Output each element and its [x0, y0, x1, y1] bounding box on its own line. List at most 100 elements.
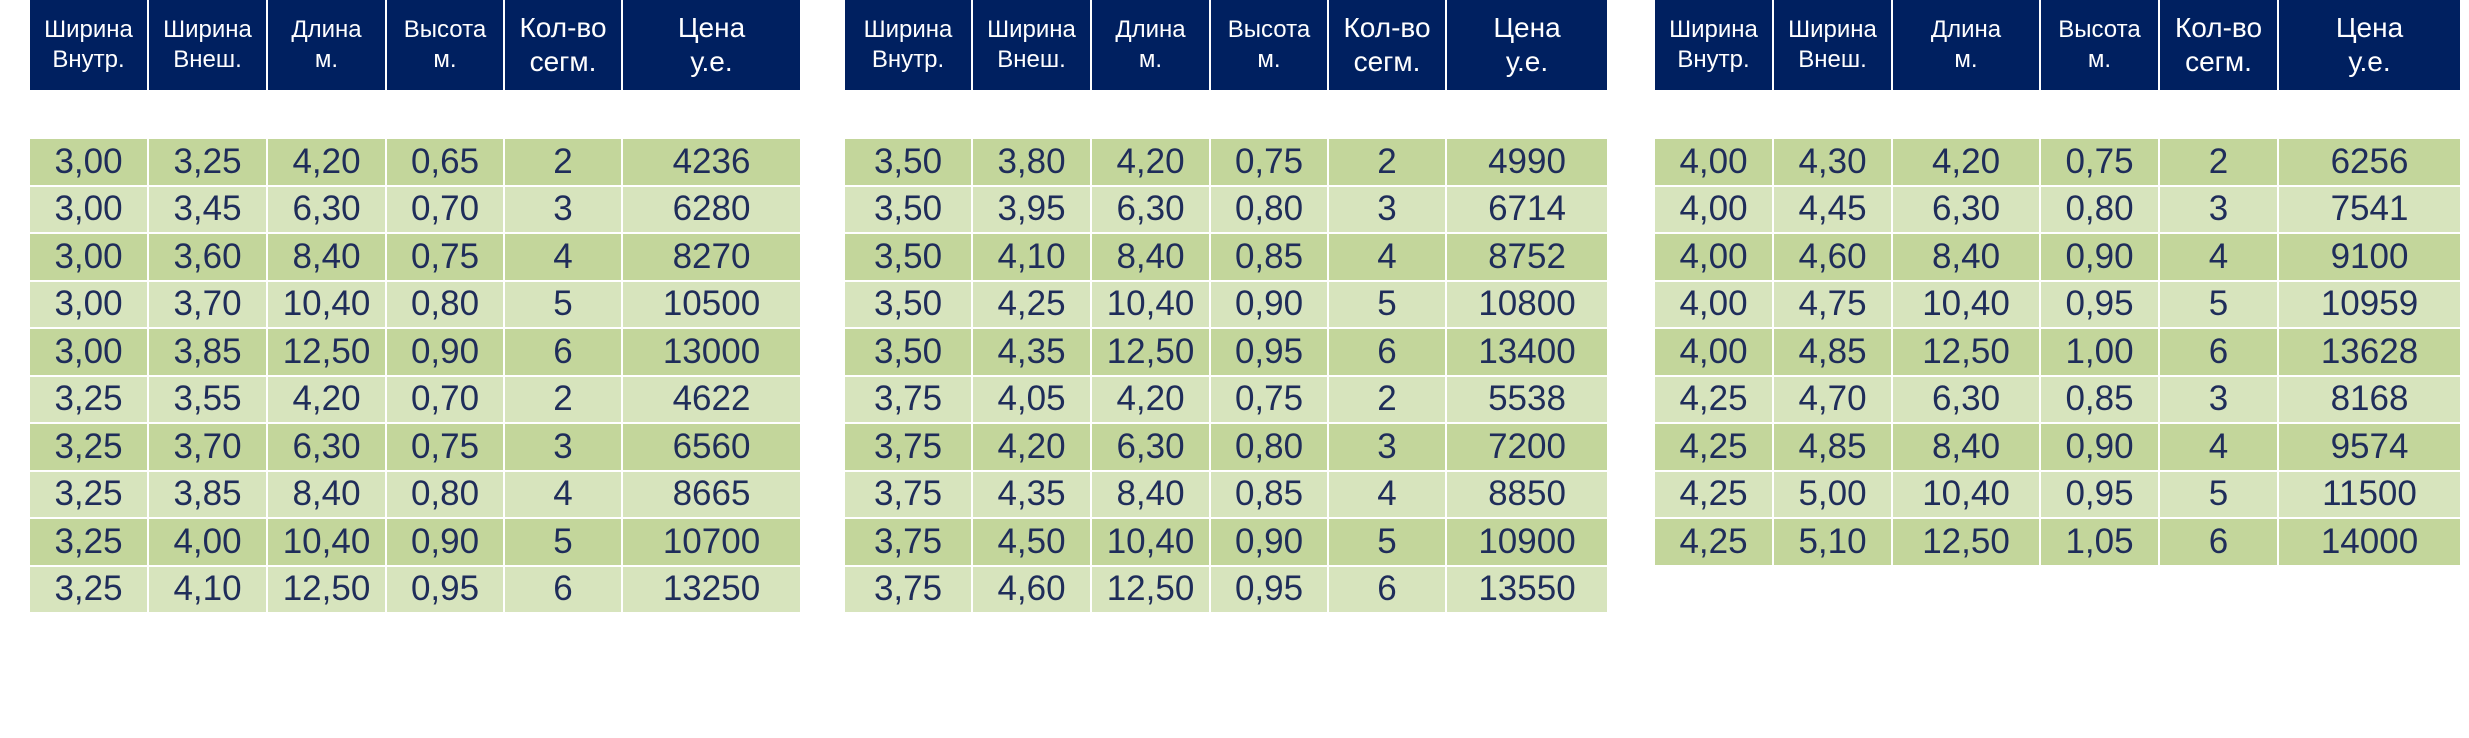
cell-outer-width: 4,60	[973, 566, 1092, 614]
table-row: 4,25 5,10 12,50 1,05 6 14000	[1655, 519, 2460, 567]
table-row: 3,25 4,10 12,50 0,95 6 13250	[30, 566, 800, 614]
cell-price: 8168	[2279, 376, 2460, 424]
cell-inner-width: 3,75	[845, 376, 973, 424]
cell-segments: 6	[2160, 329, 2279, 377]
cell-length: 4,20	[268, 139, 387, 187]
cell-inner-width: 3,50	[845, 139, 973, 187]
cell-inner-width: 3,75	[845, 519, 973, 567]
header-inner-width: Ширина Внутр.	[30, 0, 149, 90]
cell-height: 1,00	[2041, 329, 2160, 377]
cell-segments: 3	[505, 186, 623, 234]
cell-outer-width: 3,95	[973, 186, 1092, 234]
table-row: 3,00 3,85 12,50 0,90 6 13000	[30, 329, 800, 377]
cell-price: 13000	[623, 329, 800, 377]
cell-segments: 4	[1329, 234, 1447, 282]
cell-inner-width: 4,25	[1655, 376, 1774, 424]
table-row: 3,25 4,00 10,40 0,90 5 10700	[30, 519, 800, 567]
cell-length: 6,30	[1893, 186, 2041, 234]
cell-segments: 5	[2160, 471, 2279, 519]
cell-price: 10900	[1447, 519, 1607, 567]
cell-price: 4622	[623, 376, 800, 424]
cell-length: 10,40	[1092, 519, 1211, 567]
cell-height: 0,95	[387, 566, 505, 614]
table-body: 4,00 4,30 4,20 0,75 2 6256 4,00 4,45 6,30 0,80 3 75…	[1655, 139, 2460, 567]
price-table-1: Ширина Внутр. Ширина Внеш. Длина м. Высота …	[30, 0, 800, 614]
header-height: Высота м.	[2041, 0, 2160, 90]
cell-length: 8,40	[268, 234, 387, 282]
cell-inner-width: 3,50	[845, 186, 973, 234]
cell-inner-width: 4,00	[1655, 281, 1774, 329]
cell-segments: 3	[2160, 186, 2279, 234]
cell-height: 0,95	[1211, 566, 1329, 614]
cell-outer-width: 3,70	[149, 281, 268, 329]
table-row: 3,50 3,80 4,20 0,75 2 4990	[845, 139, 1607, 187]
cell-length: 12,50	[1092, 566, 1211, 614]
cell-inner-width: 4,25	[1655, 471, 1774, 519]
cell-length: 8,40	[1092, 471, 1211, 519]
cell-segments: 2	[1329, 139, 1447, 187]
cell-outer-width: 3,45	[149, 186, 268, 234]
cell-price: 13400	[1447, 329, 1607, 377]
cell-segments: 6	[2160, 519, 2279, 567]
cell-price: 11500	[2279, 471, 2460, 519]
cell-length: 4,20	[1092, 139, 1211, 187]
cell-price: 8752	[1447, 234, 1607, 282]
cell-inner-width: 4,00	[1655, 234, 1774, 282]
cell-segments: 5	[505, 519, 623, 567]
cell-outer-width: 4,70	[1774, 376, 1893, 424]
cell-inner-width: 4,25	[1655, 424, 1774, 472]
cell-inner-width: 3,75	[845, 424, 973, 472]
cell-inner-width: 3,00	[30, 139, 149, 187]
cell-inner-width: 3,00	[30, 186, 149, 234]
cell-price: 8850	[1447, 471, 1607, 519]
header-price: Цена у.е.	[1447, 0, 1607, 90]
cell-price: 8665	[623, 471, 800, 519]
cell-inner-width: 3,00	[30, 281, 149, 329]
table-body: 3,50 3,80 4,20 0,75 2 4990 3,50 3,95 6,30 0,80 3 67…	[845, 139, 1607, 614]
cell-length: 6,30	[1092, 424, 1211, 472]
cell-height: 0,90	[1211, 519, 1329, 567]
cell-length: 10,40	[1893, 471, 2041, 519]
cell-segments: 6	[1329, 329, 1447, 377]
cell-height: 0,90	[2041, 234, 2160, 282]
cell-segments: 4	[2160, 424, 2279, 472]
cell-price: 10500	[623, 281, 800, 329]
cell-length: 12,50	[268, 566, 387, 614]
cell-height: 0,90	[2041, 424, 2160, 472]
cell-outer-width: 4,45	[1774, 186, 1893, 234]
cell-inner-width: 3,00	[30, 329, 149, 377]
cell-height: 0,80	[2041, 186, 2160, 234]
cell-segments: 5	[1329, 281, 1447, 329]
cell-height: 0,80	[1211, 424, 1329, 472]
cell-outer-width: 4,10	[149, 566, 268, 614]
cell-segments: 5	[2160, 281, 2279, 329]
cell-length: 10,40	[1092, 281, 1211, 329]
cell-outer-width: 4,25	[973, 281, 1092, 329]
cell-price: 10700	[623, 519, 800, 567]
price-table-3: Ширина Внутр. Ширина Внеш. Длина м. Высота …	[1655, 0, 2460, 567]
cell-price: 14000	[2279, 519, 2460, 567]
cell-outer-width: 4,10	[973, 234, 1092, 282]
cell-height: 0,95	[2041, 471, 2160, 519]
cell-height: 0,85	[2041, 376, 2160, 424]
cell-outer-width: 4,85	[1774, 329, 1893, 377]
cell-inner-width: 4,00	[1655, 139, 1774, 187]
cell-outer-width: 3,60	[149, 234, 268, 282]
header-segments: Кол-во сегм.	[2160, 0, 2279, 90]
cell-inner-width: 3,25	[30, 471, 149, 519]
header-price: Цена у.е.	[2279, 0, 2460, 90]
table-row: 3,75 4,05 4,20 0,75 2 5538	[845, 376, 1607, 424]
cell-price: 7200	[1447, 424, 1607, 472]
cell-height: 0,90	[387, 329, 505, 377]
header-segments: Кол-во сегм.	[1329, 0, 1447, 90]
cell-price: 9574	[2279, 424, 2460, 472]
cell-height: 0,95	[1211, 329, 1329, 377]
cell-height: 0,90	[387, 519, 505, 567]
cell-price: 6560	[623, 424, 800, 472]
cell-segments: 2	[505, 376, 623, 424]
cell-inner-width: 4,00	[1655, 329, 1774, 377]
cell-outer-width: 3,85	[149, 329, 268, 377]
cell-length: 12,50	[1893, 519, 2041, 567]
header-length: Длина м.	[268, 0, 387, 90]
cell-height: 1,05	[2041, 519, 2160, 567]
